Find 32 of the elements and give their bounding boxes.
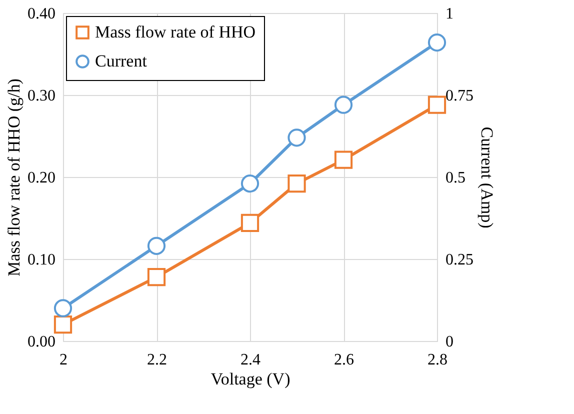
legend-label: Mass flow rate of HHO: [95, 22, 256, 42]
x-tick-label: 2.8: [428, 352, 448, 368]
y2-tick-label: 1: [446, 6, 454, 22]
y2-tick-label: 0.75: [446, 88, 474, 104]
point: [428, 96, 446, 114]
y-tick-label: 0.30: [28, 88, 56, 104]
point: [334, 150, 353, 169]
x-tick-label: 2: [60, 352, 68, 368]
point: [147, 268, 166, 286]
point: [54, 316, 72, 334]
y-axis-title: Mass flow rate of HHO (g/h): [4, 78, 24, 276]
y-tick-label: 0.20: [28, 170, 56, 186]
point: [288, 174, 306, 193]
point: [240, 174, 260, 193]
x-tick-label: 2.6: [334, 352, 354, 368]
y2-axis-title: Current (Amp): [478, 126, 496, 228]
y2-tick-label: 0.25: [446, 252, 474, 268]
y2-tick-label: 0.5: [446, 170, 466, 186]
point: [54, 299, 72, 318]
x-axis-title: Voltage (V): [210, 370, 290, 388]
y-tick-label: 0.10: [28, 252, 56, 268]
y-tick-label: 0.00: [28, 334, 56, 350]
legend-label: Current: [95, 52, 148, 70]
point: [240, 214, 260, 232]
point: [147, 236, 166, 255]
point: [428, 33, 446, 52]
y2-tick-label: 0: [446, 334, 454, 350]
x-tick-label: 2.4: [240, 352, 260, 368]
point: [288, 128, 306, 147]
y-tick-label: 0.40: [28, 6, 56, 22]
point: [334, 96, 353, 114]
x-tick-label: 2.2: [147, 352, 167, 368]
